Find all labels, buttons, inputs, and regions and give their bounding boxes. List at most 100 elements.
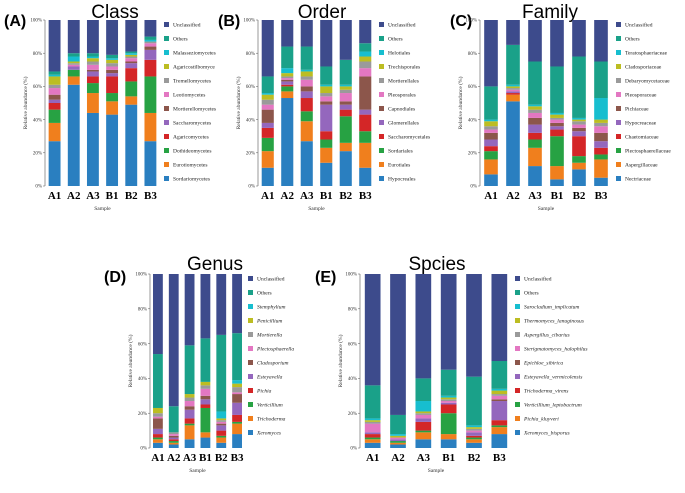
legend-entry: Xeromyces_bisporus [523,431,570,437]
bar-segment-b2-thermomyces-lanuginosus [466,427,482,429]
bar-segment-a1-plectosphaerellaceae [484,151,498,160]
bar-segment-a3-others [528,61,542,105]
x-tick-label-a2: A2 [67,190,81,202]
bar-segment-a1-capnodiales [261,109,274,123]
bar-segment-a3-thermomyces-lanuginosus [415,411,432,414]
bar-segment-a1-mortierellomycetes [48,94,61,100]
bar-segment-a3-plectosphaerella [184,401,195,407]
bar-segment-a2-others [506,44,520,85]
legend-entry: Eurotiomycetes [173,163,208,169]
bar-segment-b3-tremellomycetes [144,41,157,44]
legend-entry: Others [388,37,403,43]
bar-segment-b1-sordariales [320,139,333,148]
y-tick-label: 0% [248,185,255,190]
bar-segment-a3-glomerellales [300,91,313,99]
bar-segment-b3-teratosphaeriaceae [594,98,608,120]
legend-entry: Sordariales [388,149,413,155]
bar-segment-a3-unclassified [415,274,432,379]
legend-swatch [379,148,384,153]
bar-segment-b2-hypocreaceae [572,131,586,137]
bar-segment-b2-saccharomycetes [125,63,138,69]
legend-swatch [164,134,169,139]
legend-swatch [515,388,520,393]
y-tick-label: 60% [348,342,357,347]
bar-segment-a2-tremellomycetes [67,63,80,65]
panel-genus: (D) Genus 0% 20% 40% 60% 80% 100% Relative abund… [104,254,294,474]
legend-entry: Teratosphaeriaceae [625,51,668,57]
bar-segment-a1-hypocreales [261,167,274,186]
bar-segment-b2-teratosphaeriaceae [572,117,586,120]
bar-segment-a2-dothideomycetes [67,69,80,77]
bar-segment-a3-malasseziomycetes [86,56,99,59]
bar-segment-a1-verticillium-leptobactrum [364,437,381,440]
bar-segment-a1-sordariomycetes [48,141,61,186]
x-axis-title: Sample [428,468,445,474]
legend-entry: Malasseziomycetes [173,51,216,57]
bar-segment-a2-others [67,53,80,57]
bar-segment-a3-mortierellales [300,76,313,80]
bar-segment-b2-unclassified [466,274,482,377]
bar-segment-a3-saccharomycetales [300,98,313,112]
bar-segment-b1-capnodiales [320,101,333,105]
x-tick-label-a1: A1 [48,190,61,202]
bar-segment-b1-thermomyces-lanuginosus [440,397,457,400]
legend-entry: Dothideomycetes [173,149,212,155]
legend-swatch [515,332,520,337]
bar-segment-a1-trichoderma [153,439,163,443]
bar-segment-a2-others [390,414,406,435]
legend-swatch [616,36,621,41]
bar-segment-b2-hypocreales [339,151,352,186]
bar-segment-b2-sordariales [339,116,352,143]
legend-entry: Plectosphaerella [256,347,294,353]
bar-segment-b2-pleosporales [339,93,352,102]
bar-segment-b3-trechisporales [359,56,372,62]
legend-swatch [164,120,169,125]
bar-segment-b1-unclassified [106,20,119,55]
bar-segment-b2-agaricostilbomyce [125,54,138,57]
bar-segment-a1-xeromyces-bisporus [364,442,381,448]
bar-segment-a3-sordariomycetes [86,112,99,186]
panel-spcies: (E) Spcies 0% 20% 40% 60% 80% 100% Relative abun… [315,254,588,474]
legend-swatch [616,64,621,69]
bar-segment-b3-cladosporiaceae [594,119,608,123]
bar-segment-b3-saccharomycetes [144,49,157,60]
bar-segment-b1-esteyavella-vermicolensis [440,402,457,405]
bar-segment-b3-pichia [232,414,242,422]
bar-segment-a3-xeromyces-bisporus [415,439,432,448]
bar-segment-b3-trichoderma-virens [491,420,508,426]
legend-swatch [164,50,169,55]
bar-segment-b3-thermomyces-lanuginosus [491,390,508,395]
y-tick-label: 80% [138,308,147,313]
x-tick-label-a1: A1 [484,190,497,202]
bar-segment-a3-verticillium-leptobactrum [415,430,432,433]
x-tick-label-b2: B2 [125,190,138,202]
bar-segment-b2-trechisporales [339,86,352,90]
bar-segment-b3-xeromyces-bisporus [491,434,508,448]
y-tick-label: 60% [246,85,255,90]
bar-segment-a2-pichia [168,439,179,442]
x-tick-label-b1: B1 [442,452,455,464]
legend-swatch [164,78,169,83]
bar-segment-b1-cladosporiaceae [550,114,564,118]
legend-swatch [379,36,384,41]
bar-segment-b3-unclassified [144,20,157,37]
y-axis-title: Relative abundance (%) [337,334,344,387]
bar-segment-a1-others [48,71,61,75]
bar-segment-b1-pichiaceae [550,122,564,127]
legend-entry: Esteyavella [256,375,283,381]
y-tick-label: 40% [246,118,255,123]
x-tick-label-b1: B1 [320,190,333,202]
x-tick-label-b1: B1 [199,452,212,464]
bar-segment-b2-aspergillaceae [572,162,586,170]
legend-entry: Sarocladium_implicatum [524,305,579,311]
bar-segment-b2-unclassified [125,20,138,52]
legend-entry: Penicillium [256,319,282,325]
bar-segment-a1-others [364,385,381,419]
bar-segment-b1-hypocreaceae [550,126,564,130]
bar-segment-a1-pichia [153,434,163,438]
bar-segment-a3-eurotiomycetes [86,93,99,113]
bar-segment-a1-others [484,86,498,120]
bar-segment-a3-pichia [184,418,195,424]
bar-segment-a3-eurotiales [300,121,313,142]
bar-segment-b2-unclassified [572,20,586,57]
